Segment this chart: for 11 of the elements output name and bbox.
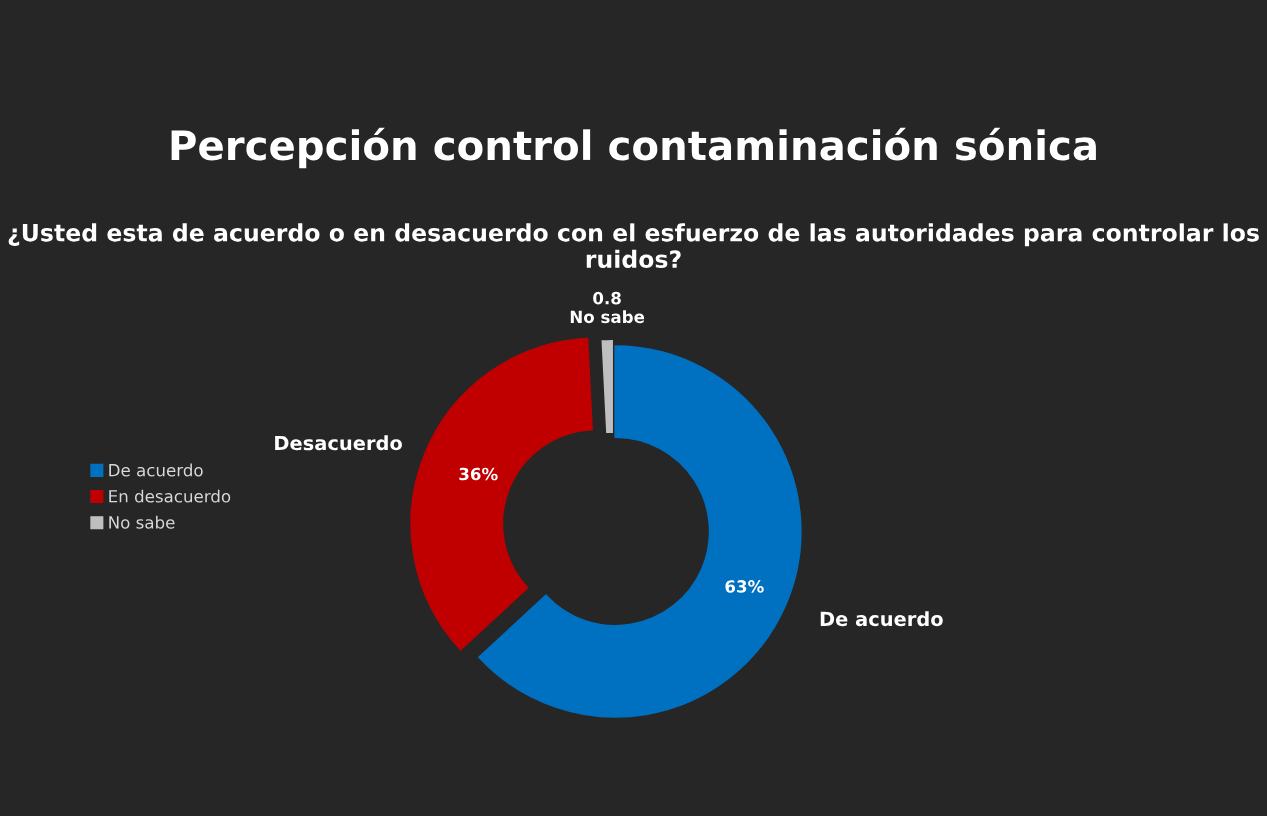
legend-label: De acuerdo (109, 463, 203, 477)
chart-title: Percepción control contaminación sónica (171, 127, 1096, 169)
data-label: 0.8 (593, 291, 621, 305)
text: No sabe (570, 310, 645, 324)
data-label: 36% (459, 467, 498, 481)
legend-label: En desacuerdo (109, 489, 231, 503)
text: Desacuerdo (275, 435, 402, 451)
text: De acuerdo (820, 611, 943, 627)
legend-label: No sabe (109, 515, 175, 529)
chart-subtitle: ¿Usted esta de acuerdo o en desacuerdo con el esfuerzo de las autoridades para controlar los ruidos? (8, 223, 1259, 269)
data-label: 63% (725, 580, 764, 593)
